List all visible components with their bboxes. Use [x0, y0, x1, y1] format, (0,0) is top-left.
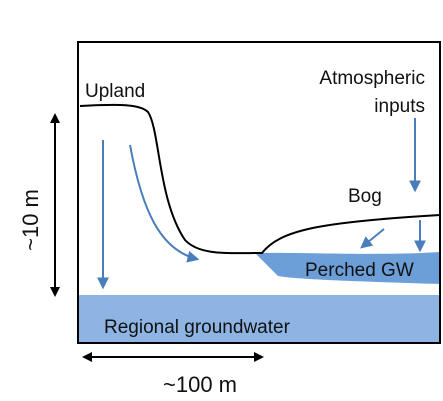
regional-groundwater-layer [78, 295, 440, 343]
perched-gw-label: Perched GW [305, 260, 414, 281]
terrain-profile [79, 103, 441, 255]
atmospheric-label: Atmospheric [319, 68, 425, 89]
height-scale-label: ~10 m [18, 189, 43, 251]
flow-arrows [97, 118, 426, 290]
regional-groundwater-label: Regional groundwater [104, 317, 291, 338]
upland-label: Upland [85, 81, 145, 102]
scale-arrows [50, 113, 264, 362]
perched-gw-lens [255, 252, 440, 284]
width-scale-label: ~100 m [163, 372, 237, 397]
bog-label: Bog [348, 186, 382, 207]
frame [77, 41, 441, 344]
atmospheric-label: inputs [374, 96, 425, 117]
